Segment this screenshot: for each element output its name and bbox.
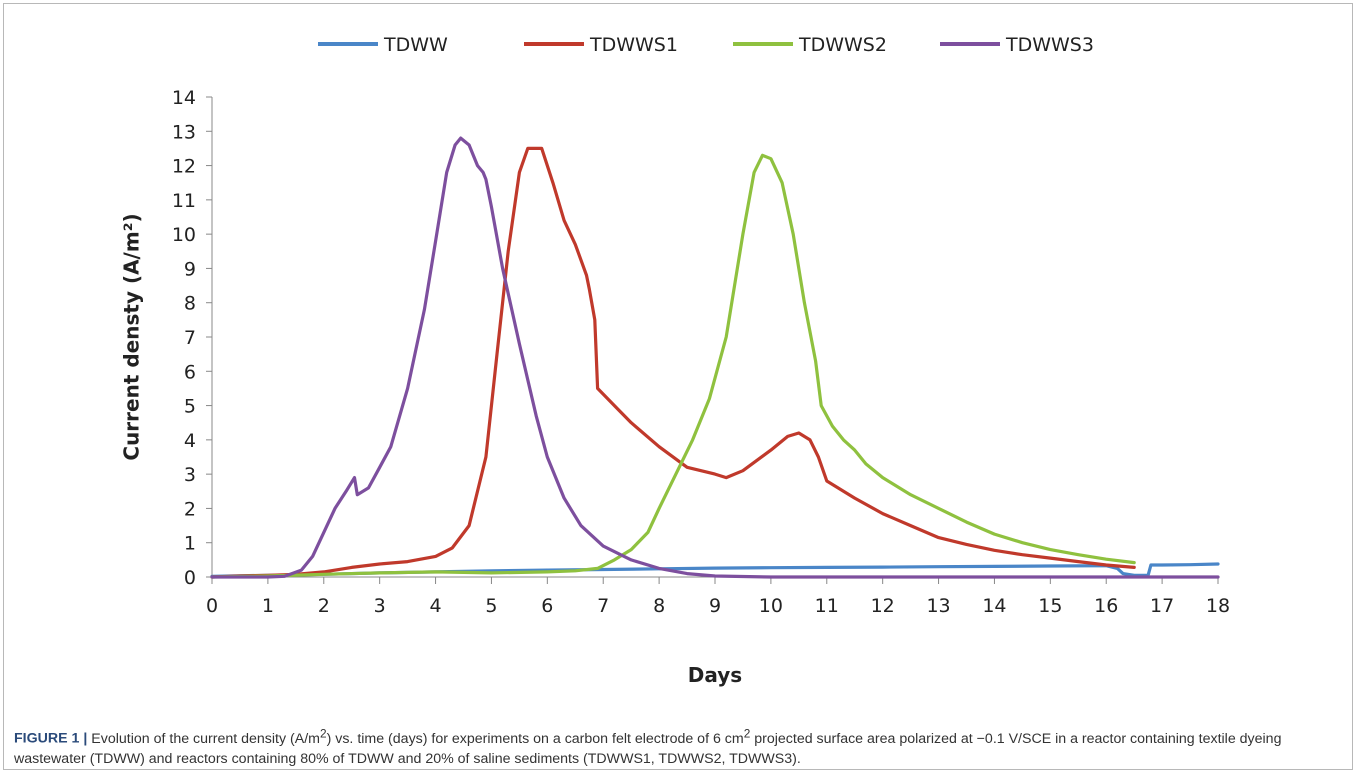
y-tick-label: 3: [184, 464, 196, 486]
y-tick-label: 8: [184, 293, 196, 315]
y-tick-label: 10: [172, 224, 196, 246]
axes: [211, 97, 1218, 578]
y-tick-label: 13: [172, 121, 196, 143]
x-tick-label: 5: [485, 595, 497, 617]
caption-text: Evolution of the current density (A/m2) …: [14, 726, 1282, 767]
x-tick-label: 4: [430, 595, 442, 617]
caption-label: FIGURE 1 |: [14, 730, 88, 747]
x-tick-label: 11: [815, 595, 839, 617]
y-tick-label: 2: [184, 498, 196, 520]
legend: TDWW TDWWS1 TDWWS2 TDWWS3: [318, 34, 1094, 56]
figure-frame: [3, 3, 1353, 770]
x-tick-label: 3: [374, 595, 386, 617]
series-layer: [210, 136, 1220, 579]
x-tick-label: 9: [709, 595, 721, 617]
x-tick-label: 13: [926, 595, 950, 617]
x-tick-label: 8: [653, 595, 665, 617]
x-axis-title: Days: [688, 663, 742, 687]
x-tick-label: 6: [541, 595, 553, 617]
x-tick-label: 17: [1150, 595, 1174, 617]
y-tick-label: 4: [184, 430, 196, 452]
x-tick-label: 15: [1038, 595, 1062, 617]
y-tick-label: 0: [184, 567, 196, 589]
series-line-tdwws1: [210, 146, 1136, 579]
y-tick-label: 14: [172, 87, 196, 109]
x-tick-label: 7: [597, 595, 609, 617]
y-tick-label: 7: [184, 327, 196, 349]
x-tick-label: 16: [1094, 595, 1118, 617]
x-tick-label: 12: [871, 595, 895, 617]
y-tick-label: 12: [172, 156, 196, 178]
x-tick-label: 14: [982, 595, 1006, 617]
y-axis-title: Current densty (A/m²): [120, 213, 144, 460]
figure-caption: FIGURE 1 | Evolution of the current dens…: [14, 723, 1344, 769]
legend-label: TDWWS1: [589, 34, 678, 56]
x-ticks: 0 1 2 3 4 5 6 7 8 9 10 11 12 13 14 15 16 17 18: [206, 577, 1230, 617]
legend-label: TDWWS3: [1005, 34, 1094, 56]
y-tick-label: 6: [184, 361, 196, 383]
series-line-tdwws2: [210, 153, 1136, 579]
x-tick-label: 0: [206, 595, 218, 617]
legend-label: TDWWS2: [798, 34, 887, 56]
legend-label: TDWW: [383, 34, 448, 56]
series-line-tdwws3: [210, 136, 1220, 579]
x-tick-label: 10: [759, 595, 783, 617]
x-tick-label: 1: [262, 595, 274, 617]
y-tick-label: 1: [184, 533, 196, 555]
x-tick-label: 2: [318, 595, 330, 617]
y-tick-label: 5: [184, 396, 196, 418]
x-tick-label: 18: [1206, 595, 1230, 617]
chart: TDWW TDWWS1 TDWWS2 TDWWS3 01234567891011121…: [120, 34, 1231, 687]
y-tick-label: 9: [184, 258, 196, 280]
y-tick-label: 11: [172, 190, 196, 212]
